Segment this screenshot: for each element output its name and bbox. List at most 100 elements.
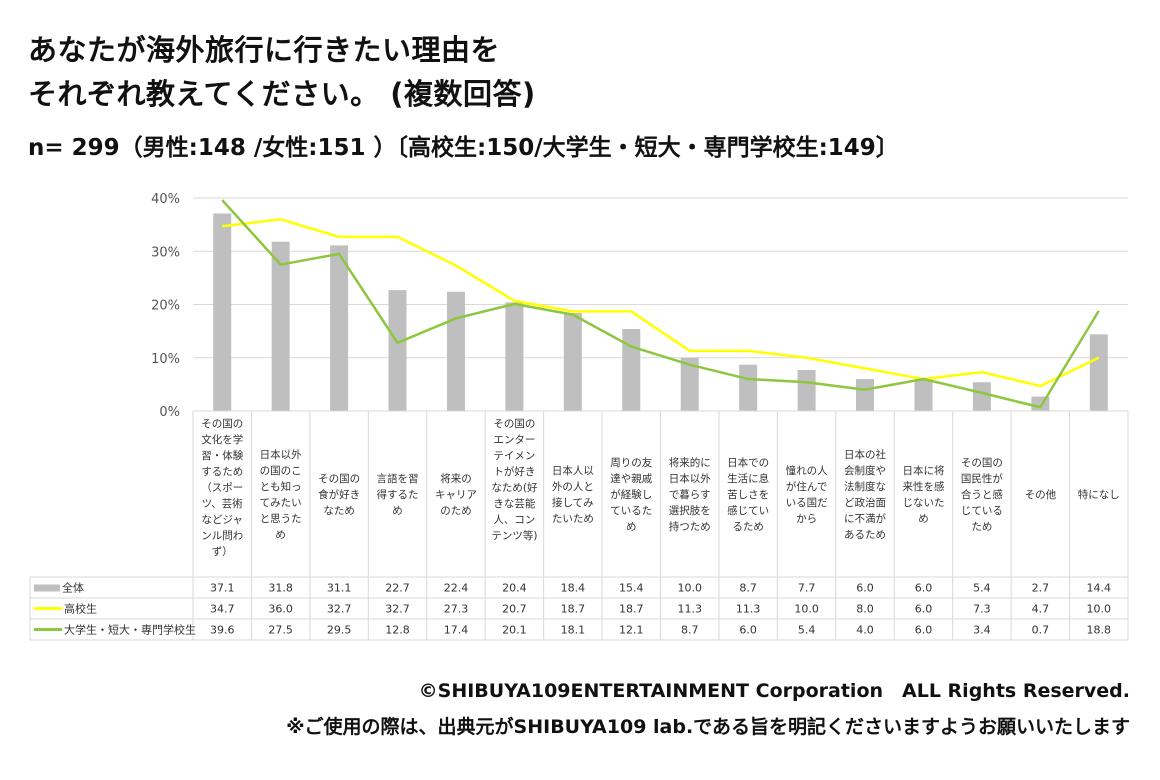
bar (797, 369, 816, 411)
data-value: 15.4 (619, 582, 644, 595)
category-label: その国の (493, 418, 535, 430)
category-label: エンター (493, 434, 535, 446)
category-label: などジャ (201, 514, 242, 526)
category-label: 食が好き (318, 488, 360, 501)
category-label: あるため (844, 529, 886, 541)
data-value: 4.7 (1032, 603, 1050, 616)
category-label: じないた (902, 497, 944, 509)
category-label: ンル問わ (201, 530, 243, 542)
data-value: 20.7 (502, 603, 527, 616)
data-value: 2.7 (1032, 582, 1050, 595)
data-value: 8.7 (739, 582, 757, 595)
data-value: 37.1 (210, 582, 235, 595)
category-label: るため (732, 521, 764, 533)
legend-overall: 全体 (62, 581, 84, 595)
data-value: 3.4 (973, 624, 991, 637)
title-line-1: あなたが海外旅行に行きたい理由を (28, 33, 501, 67)
category-label: め (275, 529, 286, 541)
bar (213, 213, 232, 411)
category-label: 達や親戚 (610, 472, 652, 485)
category-label: するため (201, 466, 243, 478)
data-value: 10.0 (794, 603, 819, 616)
category-label: め (626, 521, 637, 533)
category-label: テンツ等) (491, 529, 537, 542)
legend-swatch-bar (34, 584, 60, 592)
data-value: 18.8 (1087, 624, 1112, 637)
category-label: と思うた (260, 513, 302, 525)
data-value: 12.8 (385, 624, 410, 637)
source-note: ※ご使用の際は、出典元がSHIBUYA109 lab.である旨を明記くださいます… (286, 716, 1130, 738)
category-label: 持つため (669, 520, 711, 533)
data-value: 12.1 (619, 624, 644, 637)
category-label: に不満が (844, 512, 886, 525)
category-label: 日本人以 (552, 464, 594, 477)
category-label: が住んで (786, 480, 827, 493)
data-value: 18.1 (561, 624, 586, 637)
data-value: 18.4 (561, 582, 586, 595)
category-label: きな芸能 (493, 497, 535, 510)
y-tick-label: 0% (159, 405, 180, 420)
category-label: 特になし (1078, 489, 1120, 501)
data-value: 31.8 (268, 582, 293, 595)
legend-university: 大学生・短大・専門学校生 (64, 623, 196, 637)
data-value: 4.0 (856, 624, 874, 637)
category-label: 日本以外 (669, 472, 711, 485)
category-label: なため (323, 505, 355, 517)
data-value: 32.7 (327, 603, 352, 616)
category-label: 会制度や (844, 464, 886, 477)
data-value: 6.0 (915, 624, 933, 637)
data-value: 22.4 (444, 582, 469, 595)
category-label: の国のこ (260, 465, 302, 477)
category-label: め (392, 505, 403, 517)
data-value: 36.0 (268, 603, 293, 616)
data-value: 6.0 (915, 582, 933, 595)
category-label: （スポー (201, 482, 243, 494)
bar (856, 379, 875, 411)
bar (330, 245, 349, 411)
data-value: 20.1 (502, 624, 527, 637)
category-label: その国の (318, 473, 360, 485)
category-label: ているた (610, 505, 652, 517)
data-value: 14.4 (1087, 582, 1112, 595)
data-value: 17.4 (444, 624, 469, 637)
category-label: ど政治面 (844, 496, 886, 509)
category-label: 得するた (377, 489, 419, 501)
data-value: 27.5 (268, 624, 293, 637)
data-value: 18.7 (561, 603, 586, 616)
category-label: たいため (552, 513, 594, 525)
data-value: 6.0 (856, 582, 874, 595)
category-label: なため(好 (491, 482, 538, 494)
title-line-2: それぞれ教えてください。 (複数回答) (28, 77, 536, 111)
series-line (221, 199, 1100, 409)
data-value: 31.1 (327, 582, 352, 595)
category-label: 外の人と (552, 481, 594, 493)
data-value: 39.6 (210, 624, 235, 637)
data-value: 11.3 (677, 603, 702, 616)
category-label: 法制度な (844, 480, 886, 493)
data-value: 10.0 (1087, 603, 1112, 616)
category-label: め (918, 513, 929, 525)
category-label: 日本の社 (844, 448, 886, 461)
bar (739, 364, 758, 411)
category-label: 来性を感 (902, 480, 944, 493)
data-value: 34.7 (210, 603, 235, 616)
category-label: その国の (201, 418, 243, 430)
data-value: 18.7 (619, 603, 644, 616)
category-label: その他 (1025, 488, 1057, 501)
data-value: 7.3 (973, 603, 991, 616)
data-value: 6.0 (915, 603, 933, 616)
series-line (222, 218, 1100, 388)
category-label: その国の (961, 457, 1003, 469)
data-value: 20.4 (502, 582, 527, 595)
y-tick-label: 10% (151, 352, 180, 367)
category-label: 憧れの人 (786, 464, 828, 477)
bar (271, 241, 290, 411)
chart-title: あなたが海外旅行に行きたい理由を それぞれ教えてください。 (複数回答) (28, 28, 536, 116)
category-label: てみたい (260, 497, 302, 509)
sample-size-subtitle: n= 299（男性:148 /女性:151 ）〔高校生:150/大学生・短大・専… (28, 135, 899, 161)
category-label: テイメン (493, 450, 535, 462)
category-label: とも知っ (260, 480, 302, 493)
data-value: 7.7 (798, 582, 816, 595)
data-value: 0.7 (1032, 624, 1050, 637)
category-label: じている (961, 505, 1003, 517)
